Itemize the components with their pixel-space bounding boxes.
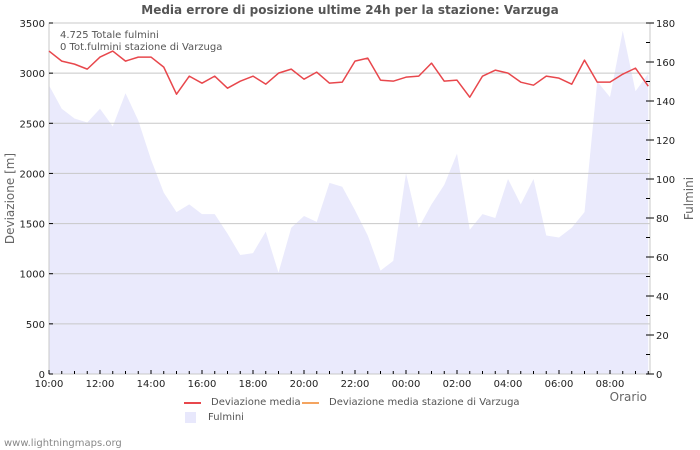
chart-title: Media errore di posizione ultime 24h per… <box>141 3 559 17</box>
x-tick-label: 14:00 <box>137 379 166 390</box>
legend-item-fulmini: Fulmini <box>182 412 244 423</box>
y-right-tick-label: 60 <box>656 253 669 264</box>
total-strikes-text: 4.725 Totale fulmini <box>60 30 159 41</box>
y-right-axis-title: Fulmini <box>682 177 696 220</box>
deviazione-media-line <box>48 50 649 98</box>
y-right-tick-label: 40 <box>656 292 669 303</box>
y-left-tick-label: 3500 <box>20 19 45 30</box>
station-strikes-text: 0 Tot.fulmini stazione di Varzuga <box>60 42 222 53</box>
x-tick-label: 02:00 <box>443 379 472 390</box>
footer-credit: www.lightningmaps.org <box>4 438 122 449</box>
legend-item-deviazione-media: Deviazione media <box>184 397 301 408</box>
y-left-tick-label: 1500 <box>20 220 45 231</box>
legend-swatch-orange-line <box>302 401 319 404</box>
y-right-tick-label: 140 <box>656 97 675 108</box>
x-axis-title: Orario <box>610 390 647 404</box>
y-right-tick-label: 180 <box>656 19 675 30</box>
y-left-tick-label: 500 <box>26 320 45 331</box>
y-left-tick-label: 1000 <box>20 270 45 281</box>
x-tick-label: 12:00 <box>86 379 115 390</box>
y-left-tick-label: 2500 <box>20 119 45 130</box>
y-right-tick-label: 100 <box>656 175 675 186</box>
y-right-tick-label: 0 <box>656 370 662 381</box>
x-tick-label: 04:00 <box>494 379 523 390</box>
y-right-tick-label: 20 <box>656 331 669 342</box>
x-tick-label: 18:00 <box>239 379 268 390</box>
x-tick-label: 22:00 <box>341 379 370 390</box>
x-tick-label: 08:00 <box>596 379 625 390</box>
legend-label: Deviazione media stazione di Varzuga <box>329 397 520 408</box>
legend-swatch-red-line <box>184 401 201 404</box>
legend-label: Fulmini <box>208 412 244 423</box>
x-tick-label: 20:00 <box>290 379 319 390</box>
y-right-tick-label: 120 <box>656 136 675 147</box>
y-left-tick-label: 2000 <box>20 169 45 180</box>
y-left-tick-label: 0 <box>39 370 45 381</box>
x-tick-label: 16:00 <box>188 379 217 390</box>
y-left-axis-title: Deviazione [m] <box>3 153 17 244</box>
fulmini-area <box>49 30 649 375</box>
y-left-tick-label: 3000 <box>20 69 45 80</box>
legend-label: Deviazione media <box>211 397 301 408</box>
legend-item-deviazione-stazione: Deviazione media stazione di Varzuga <box>302 397 520 408</box>
x-tick-label: 06:00 <box>545 379 574 390</box>
y-right-tick-label: 160 <box>656 58 675 69</box>
x-tick-label: 10:00 <box>35 379 64 390</box>
x-tick-label: 00:00 <box>392 379 421 390</box>
legend-swatch-area <box>185 412 196 423</box>
y-right-tick-label: 80 <box>656 214 669 225</box>
